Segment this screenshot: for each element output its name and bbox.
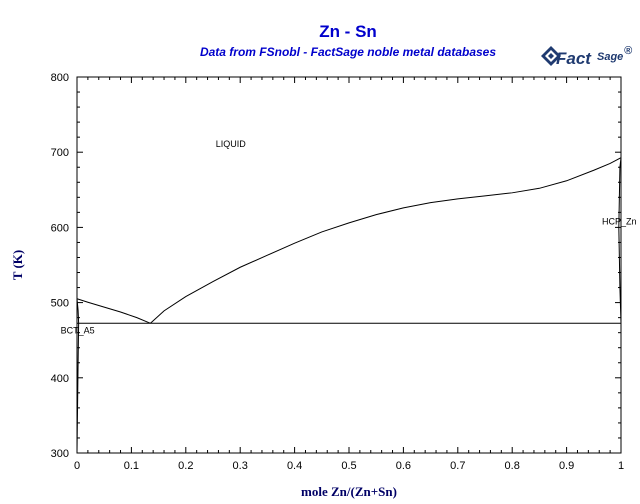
factsage-logo: Fact Sage ® xyxy=(541,45,633,68)
x-tick-label: 0.3 xyxy=(233,460,248,472)
y-axis-label: T (K) xyxy=(10,250,25,280)
phase-boundary-line-4 xyxy=(76,298,80,454)
phase-labels: LIQUID HCP_Zn BCT_A5 xyxy=(61,139,637,335)
y-tick-label: 700 xyxy=(51,147,69,159)
x-tick-label: 0.8 xyxy=(505,460,520,472)
phase-boundary-line-5 xyxy=(618,157,622,324)
y-tick-label: 600 xyxy=(51,222,69,234)
y-tick-label: 500 xyxy=(51,298,69,310)
x-tick-label: 0.4 xyxy=(287,460,302,472)
phase-boundaries xyxy=(76,157,622,454)
x-tick-labels: 0 0.1 0.2 0.3 0.4 0.5 0.6 0.7 0.8 0.9 1 xyxy=(74,460,624,472)
phase-label: HCP_Zn xyxy=(602,216,637,226)
x-tick-label: 0.7 xyxy=(450,460,465,472)
x-tick-label: 0.9 xyxy=(559,460,574,472)
y-tick-label: 400 xyxy=(51,373,69,385)
x-tick-label: 0.2 xyxy=(178,460,193,472)
y-tick-label: 800 xyxy=(51,72,69,84)
x-tick-label: 1 xyxy=(618,460,624,472)
chart-subtitle: Data from FSnobl - FactSage noble metal … xyxy=(200,45,496,59)
axis-ticks xyxy=(76,76,622,454)
phase-boundary-line-1 xyxy=(76,298,151,324)
x-axis-label: mole Zn/(Zn+Sn) xyxy=(301,484,397,499)
x-tick-label: 0.5 xyxy=(341,460,356,472)
chart-title: Zn - Sn xyxy=(319,22,377,41)
y-tick-label: 300 xyxy=(51,448,69,460)
factsage-logo-icon xyxy=(541,46,561,66)
phase-boundary-line-2 xyxy=(150,157,622,324)
logo-brand: Fact xyxy=(556,49,592,68)
logo-brand-suffix: Sage xyxy=(597,51,623,63)
y-tick-labels: 300 400 500 600 700 800 xyxy=(51,72,69,460)
x-tick-label: 0 xyxy=(74,460,80,472)
phase-label: LIQUID xyxy=(216,139,247,149)
x-tick-label: 0.6 xyxy=(396,460,411,472)
x-tick-label: 0.1 xyxy=(124,460,139,472)
plot-frame xyxy=(76,76,622,454)
phase-label: BCT_A5 xyxy=(61,325,95,335)
logo-registered-mark: ® xyxy=(624,45,633,57)
